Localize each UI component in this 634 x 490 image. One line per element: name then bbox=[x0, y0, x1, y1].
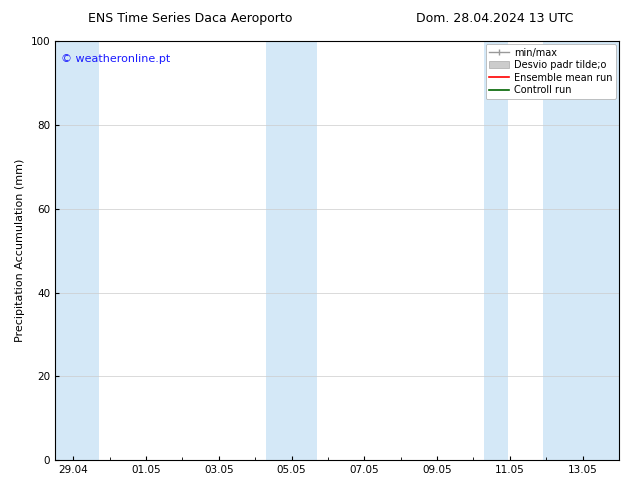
Bar bbox=[266, 41, 317, 460]
Bar bbox=[484, 41, 508, 460]
Y-axis label: Precipitation Accumulation (mm): Precipitation Accumulation (mm) bbox=[15, 159, 25, 343]
Text: © weatheronline.pt: © weatheronline.pt bbox=[61, 53, 170, 64]
Legend: min/max, Desvio padr tilde;o, Ensemble mean run, Controll run: min/max, Desvio padr tilde;o, Ensemble m… bbox=[486, 44, 616, 99]
Bar bbox=[543, 41, 619, 460]
Text: ENS Time Series Daca Aeroporto: ENS Time Series Daca Aeroporto bbox=[88, 12, 292, 25]
Bar bbox=[55, 41, 99, 460]
Text: Dom. 28.04.2024 13 UTC: Dom. 28.04.2024 13 UTC bbox=[416, 12, 573, 25]
